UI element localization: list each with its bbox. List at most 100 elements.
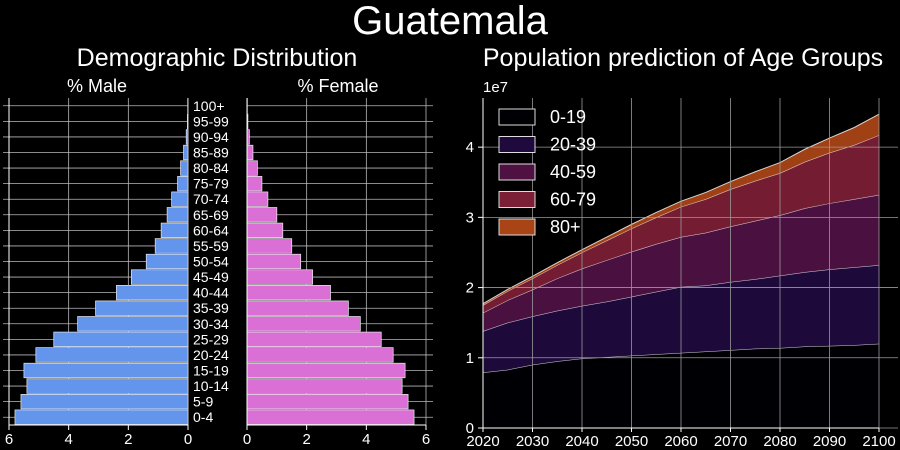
area-x-tick-label: 2040 (565, 433, 598, 450)
female-bar (246, 409, 415, 425)
legend-label: 20-39 (550, 135, 596, 155)
female-bar (246, 253, 302, 270)
age-group-label: 95-99 (193, 113, 229, 129)
legend-swatch (498, 136, 536, 153)
legend-swatch (498, 218, 536, 236)
age-group-label: 45-49 (193, 269, 229, 285)
age-group-label: 10-14 (193, 378, 229, 394)
female-bar (246, 362, 406, 379)
male-x-tick-label: 4 (64, 431, 72, 448)
male-x-tick-label: 2 (124, 431, 132, 448)
male-bar (154, 238, 189, 254)
age-group-label: 35-39 (193, 300, 229, 316)
male-bar (177, 176, 189, 192)
female-bar (246, 207, 278, 223)
female-axis-label: % Female (297, 76, 378, 96)
age-group-label: 40-44 (193, 285, 229, 301)
age-group-label: 70-74 (193, 191, 229, 207)
age-group-label: 65-69 (193, 207, 229, 223)
female-bar (246, 316, 361, 332)
male-bar (23, 362, 189, 379)
age-group-label: 80-84 (193, 160, 229, 176)
age-group-label: 90-94 (193, 129, 229, 145)
legend-label: 60-79 (550, 190, 596, 210)
male-bar (160, 222, 189, 238)
female-bar (246, 238, 293, 254)
female-bar (246, 222, 284, 238)
area-legend: 0-19 20-39 40-59 60-79 80+ (498, 107, 596, 237)
area-x-tick-label: 2070 (714, 433, 747, 450)
female-x-tick-label: 0 (243, 431, 251, 448)
female-bar (246, 300, 349, 316)
area-x-tick-label: 2020 (466, 433, 499, 450)
legend-label: 40-59 (550, 162, 596, 182)
female-bar (246, 331, 382, 347)
male-axis-label: % Male (67, 76, 127, 96)
area-y-tick-label: 2 (466, 280, 474, 297)
age-group-label: 0-4 (193, 409, 213, 425)
legend-swatch (498, 108, 536, 126)
female-bar (246, 378, 403, 394)
male-bar (77, 316, 189, 332)
area-x-tick-label: 2100 (862, 433, 895, 450)
male-bar (187, 113, 189, 129)
male-bar (20, 394, 189, 410)
male-bar (183, 144, 189, 161)
area-x-tick-label: 2090 (813, 433, 846, 450)
female-x-tick-label: 4 (362, 431, 370, 448)
age-group-label: 75-79 (193, 176, 229, 192)
y-multiplier-label: 1e7 (483, 79, 508, 96)
female-bar (246, 347, 394, 363)
male-x-tick-label: 6 (5, 431, 13, 448)
area-y-tick-label: 4 (466, 139, 474, 156)
age-group-label: 25-29 (193, 331, 229, 347)
female-bar (246, 160, 258, 176)
male-bar (185, 129, 189, 145)
area-x-tick-label: 2030 (516, 433, 549, 450)
pyramid-chart: 0-45-910-1415-1920-2425-2930-3435-3940-4… (3, 98, 433, 448)
female-bar (246, 176, 263, 192)
male-bar (145, 253, 189, 270)
age-group-label: 85-89 (193, 145, 229, 161)
male-bar (35, 347, 189, 363)
female-x-tick-label: 2 (302, 431, 310, 448)
age-group-label: 100+ (193, 98, 225, 114)
area-x-tick-label: 2080 (763, 433, 796, 450)
male-bar (14, 409, 189, 425)
male-bar (130, 269, 189, 285)
area-chart: 0 1 2 3 4 2020 2030 2040 2050 2060 2070 2080 2090 210… (466, 98, 898, 450)
age-group-label: 30-34 (193, 316, 229, 332)
male-bar (180, 160, 189, 176)
area-title: Population prediction of Age Groups (483, 44, 883, 72)
legend-swatch (498, 191, 536, 208)
legend-label: 0-19 (550, 107, 586, 127)
area-y-tick-label: 3 (466, 209, 474, 226)
male-bar (26, 378, 189, 394)
area-y-tick-label: 1 (466, 350, 474, 367)
pyramid-title: Demographic Distribution (77, 44, 358, 72)
female-x-tick-label: 6 (422, 431, 430, 448)
male-bar (171, 191, 189, 207)
age-group-label: 15-19 (193, 363, 229, 379)
area-x-tick-label: 2050 (615, 433, 648, 450)
female-bar (246, 269, 313, 285)
age-group-label: 60-64 (193, 222, 229, 238)
area-x-tick-label: 2060 (664, 433, 697, 450)
male-bar (116, 285, 189, 301)
age-group-label: 5-9 (193, 394, 213, 410)
female-bar (246, 285, 331, 301)
male-bar (53, 331, 189, 347)
female-bar (246, 394, 409, 410)
male-x-tick-label: 0 (184, 431, 192, 448)
figure-title: Guatemala (352, 0, 548, 43)
legend-swatch (498, 163, 536, 181)
female-bar (246, 144, 254, 161)
area-y-tick-label: 0 (466, 420, 474, 437)
female-bar (246, 191, 269, 207)
age-group-label: 55-59 (193, 238, 229, 254)
legend-label: 80+ (550, 217, 581, 237)
age-group-label: 50-54 (193, 254, 229, 270)
male-bar (95, 300, 189, 316)
male-bar (166, 207, 189, 223)
